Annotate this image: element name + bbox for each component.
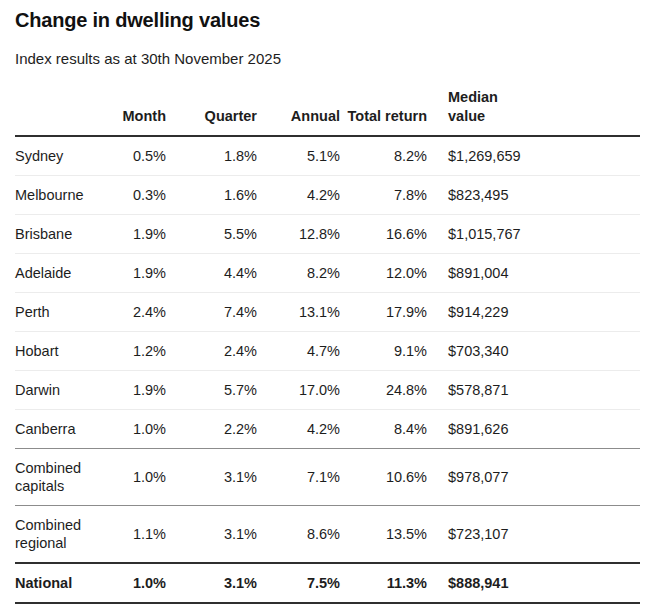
- header-month: Month: [101, 88, 166, 136]
- region-label: Hobart: [15, 332, 101, 371]
- region-label: Brisbane: [15, 215, 101, 254]
- table-row: Adelaide1.9%4.4%8.2%12.0%$891,004: [15, 254, 640, 293]
- quarter-value: 4.4%: [166, 254, 257, 293]
- header-total-return: Total return: [340, 88, 427, 136]
- annual-value: 7.1%: [257, 449, 340, 506]
- quarter-value: 2.4%: [166, 332, 257, 371]
- region-label: Perth: [15, 293, 101, 332]
- annual-value: 13.1%: [257, 293, 340, 332]
- table-row: Darwin1.9%5.7%17.0%24.8%$578,871: [15, 371, 640, 410]
- table-row: National1.0%3.1%7.5%11.3%$888,941: [15, 563, 640, 603]
- month-value: 1.0%: [101, 563, 166, 603]
- quarter-value: 1.6%: [166, 176, 257, 215]
- month-value: 0.3%: [101, 176, 166, 215]
- region-label: Combined capitals: [15, 449, 101, 506]
- annual-value: 4.2%: [257, 176, 340, 215]
- annual-value: 4.7%: [257, 332, 340, 371]
- median-value: $703,340: [427, 332, 640, 371]
- total-return-value: 9.1%: [340, 332, 427, 371]
- month-value: 1.1%: [101, 506, 166, 564]
- total-return-value: 12.0%: [340, 254, 427, 293]
- median-value: $1,269,659: [427, 136, 640, 176]
- annual-value: 8.2%: [257, 254, 340, 293]
- month-value: 1.9%: [101, 371, 166, 410]
- month-value: 1.9%: [101, 254, 166, 293]
- header-region: [15, 88, 101, 136]
- annual-value: 12.8%: [257, 215, 340, 254]
- region-label: Melbourne: [15, 176, 101, 215]
- median-value: $888,941: [427, 563, 640, 603]
- annual-value: 8.6%: [257, 506, 340, 564]
- total-return-value: 17.9%: [340, 293, 427, 332]
- table-row: Sydney0.5%1.8%5.1%8.2%$1,269,659: [15, 136, 640, 176]
- table-row: Melbourne0.3%1.6%4.2%7.8%$823,495: [15, 176, 640, 215]
- quarter-value: 3.1%: [166, 506, 257, 564]
- total-return-value: 8.4%: [340, 410, 427, 449]
- total-return-value: 10.6%: [340, 449, 427, 506]
- annual-value: 5.1%: [257, 136, 340, 176]
- total-return-value: 24.8%: [340, 371, 427, 410]
- quarter-value: 2.2%: [166, 410, 257, 449]
- month-value: 1.9%: [101, 215, 166, 254]
- month-value: 1.2%: [101, 332, 166, 371]
- median-value: $891,004: [427, 254, 640, 293]
- total-return-value: 7.8%: [340, 176, 427, 215]
- region-label: Adelaide: [15, 254, 101, 293]
- table-header-row: Month Quarter Annual Total return Median…: [15, 88, 640, 136]
- quarter-value: 5.7%: [166, 371, 257, 410]
- table-row: Canberra1.0%2.2%4.2%8.4%$891,626: [15, 410, 640, 449]
- region-label: National: [15, 563, 101, 603]
- table-row: Combined capitals1.0%3.1%7.1%10.6%$978,0…: [15, 449, 640, 506]
- total-return-value: 8.2%: [340, 136, 427, 176]
- header-annual: Annual: [257, 88, 340, 136]
- median-value: $578,871: [427, 371, 640, 410]
- quarter-value: 3.1%: [166, 563, 257, 603]
- annual-value: 4.2%: [257, 410, 340, 449]
- quarter-value: 5.5%: [166, 215, 257, 254]
- table-row: Brisbane1.9%5.5%12.8%16.6%$1,015,767: [15, 215, 640, 254]
- quarter-value: 1.8%: [166, 136, 257, 176]
- total-return-value: 11.3%: [340, 563, 427, 603]
- region-label: Darwin: [15, 371, 101, 410]
- table-row: Perth2.4%7.4%13.1%17.9%$914,229: [15, 293, 640, 332]
- table-row: Hobart1.2%2.4%4.7%9.1%$703,340: [15, 332, 640, 371]
- median-value: $891,626: [427, 410, 640, 449]
- dwelling-values-panel: Change in dwelling values Index results …: [0, 0, 650, 604]
- month-value: 1.0%: [101, 410, 166, 449]
- page-subtitle: Index results as at 30th November 2025: [15, 49, 640, 68]
- median-value: $914,229: [427, 293, 640, 332]
- annual-value: 7.5%: [257, 563, 340, 603]
- month-value: 0.5%: [101, 136, 166, 176]
- region-label: Combined regional: [15, 506, 101, 564]
- table-body: Sydney0.5%1.8%5.1%8.2%$1,269,659Melbourn…: [15, 136, 640, 603]
- median-value: $723,107: [427, 506, 640, 564]
- header-median-value: Median value: [427, 88, 640, 136]
- table-row: Combined regional1.1%3.1%8.6%13.5%$723,1…: [15, 506, 640, 564]
- annual-value: 17.0%: [257, 371, 340, 410]
- page-title: Change in dwelling values: [15, 8, 640, 32]
- region-label: Sydney: [15, 136, 101, 176]
- median-value: $823,495: [427, 176, 640, 215]
- region-label: Canberra: [15, 410, 101, 449]
- month-value: 1.0%: [101, 449, 166, 506]
- quarter-value: 7.4%: [166, 293, 257, 332]
- total-return-value: 13.5%: [340, 506, 427, 564]
- quarter-value: 3.1%: [166, 449, 257, 506]
- median-value: $1,015,767: [427, 215, 640, 254]
- dwelling-values-table: Month Quarter Annual Total return Median…: [15, 88, 640, 604]
- header-quarter: Quarter: [166, 88, 257, 136]
- total-return-value: 16.6%: [340, 215, 427, 254]
- month-value: 2.4%: [101, 293, 166, 332]
- median-value: $978,077: [427, 449, 640, 506]
